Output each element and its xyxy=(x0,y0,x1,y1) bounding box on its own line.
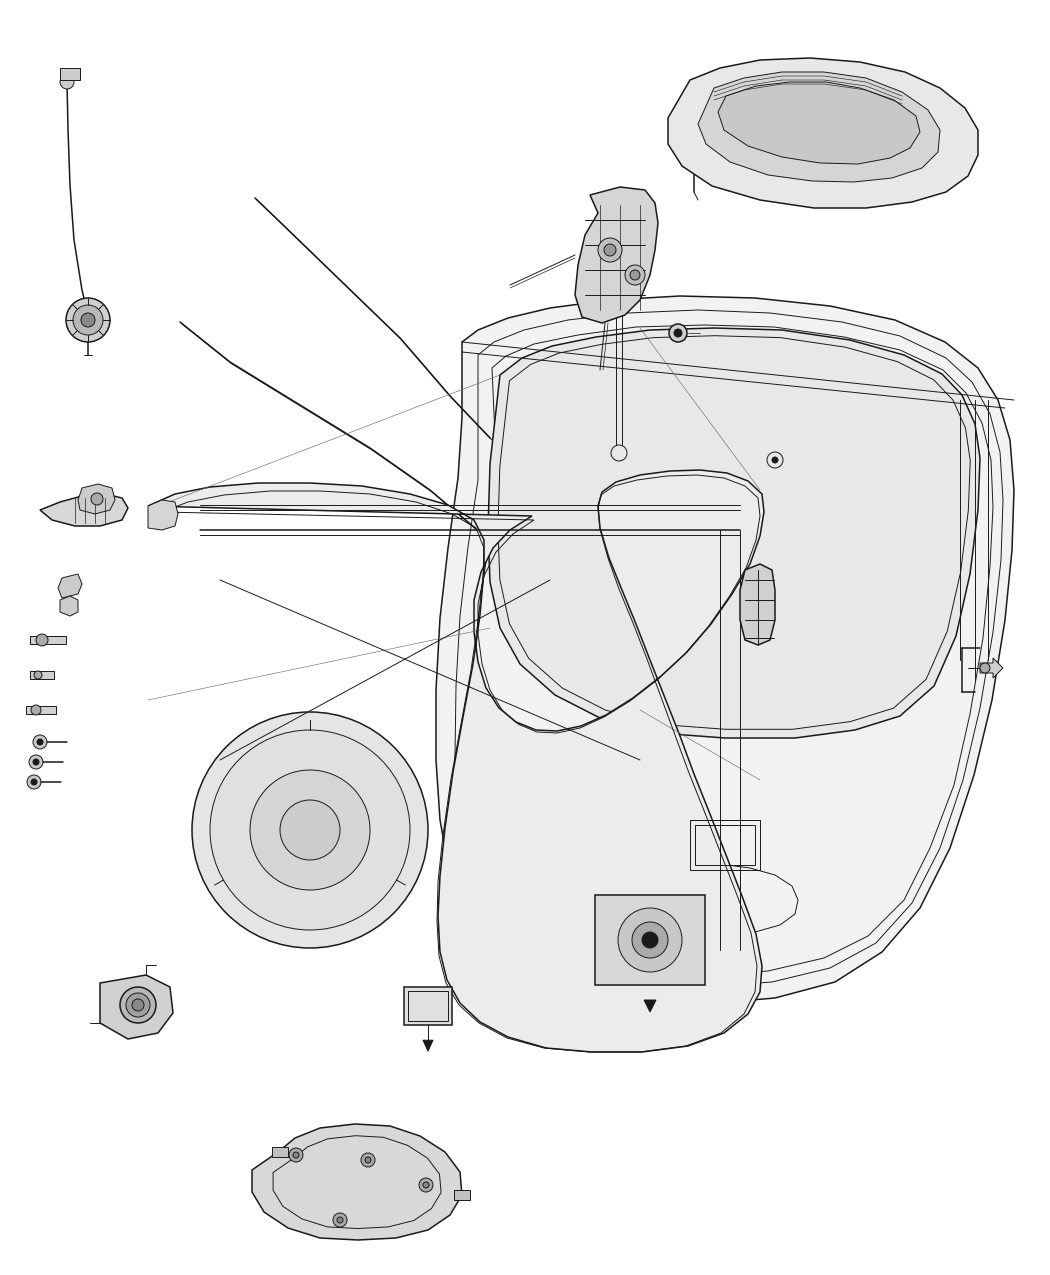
Circle shape xyxy=(642,932,658,949)
Circle shape xyxy=(36,634,48,646)
Circle shape xyxy=(60,75,74,89)
Circle shape xyxy=(365,1156,371,1163)
Polygon shape xyxy=(272,1148,288,1156)
Polygon shape xyxy=(252,1125,462,1241)
Polygon shape xyxy=(100,975,173,1039)
Polygon shape xyxy=(740,564,775,645)
Polygon shape xyxy=(575,187,658,323)
Circle shape xyxy=(361,1153,375,1167)
Circle shape xyxy=(630,270,640,280)
Polygon shape xyxy=(980,658,1003,678)
Circle shape xyxy=(120,987,156,1023)
Circle shape xyxy=(980,663,990,673)
Circle shape xyxy=(91,493,103,505)
Circle shape xyxy=(625,265,645,286)
Polygon shape xyxy=(698,71,940,182)
Circle shape xyxy=(192,711,428,949)
Circle shape xyxy=(669,324,687,342)
Circle shape xyxy=(32,779,37,785)
Circle shape xyxy=(34,671,42,680)
Circle shape xyxy=(289,1148,303,1162)
Circle shape xyxy=(632,922,668,958)
Polygon shape xyxy=(58,574,82,598)
Polygon shape xyxy=(595,895,705,986)
Polygon shape xyxy=(404,987,452,1025)
Circle shape xyxy=(37,740,43,745)
Circle shape xyxy=(598,238,622,261)
Circle shape xyxy=(250,770,370,890)
Polygon shape xyxy=(26,706,56,714)
Polygon shape xyxy=(40,493,128,527)
Circle shape xyxy=(604,244,616,256)
Polygon shape xyxy=(436,296,1014,1003)
Circle shape xyxy=(33,759,39,765)
Polygon shape xyxy=(30,671,54,680)
Polygon shape xyxy=(78,484,116,514)
Circle shape xyxy=(66,298,110,342)
Circle shape xyxy=(33,734,47,748)
Polygon shape xyxy=(644,1000,656,1012)
Polygon shape xyxy=(148,500,178,530)
Circle shape xyxy=(32,705,41,715)
Circle shape xyxy=(618,908,682,972)
Circle shape xyxy=(74,305,103,335)
Polygon shape xyxy=(148,470,764,1052)
Circle shape xyxy=(280,799,340,861)
Polygon shape xyxy=(423,1040,433,1051)
Circle shape xyxy=(293,1153,299,1158)
Circle shape xyxy=(27,775,41,789)
Polygon shape xyxy=(718,82,920,164)
Polygon shape xyxy=(454,1190,470,1200)
Circle shape xyxy=(132,1000,144,1011)
Circle shape xyxy=(419,1178,433,1192)
Circle shape xyxy=(674,329,682,337)
Polygon shape xyxy=(60,595,78,616)
Circle shape xyxy=(126,993,150,1017)
Polygon shape xyxy=(60,68,80,80)
Circle shape xyxy=(772,456,778,463)
Circle shape xyxy=(29,755,43,769)
Polygon shape xyxy=(668,57,978,208)
Polygon shape xyxy=(488,328,980,738)
Circle shape xyxy=(337,1218,343,1223)
Polygon shape xyxy=(30,636,66,644)
Circle shape xyxy=(81,312,94,326)
Circle shape xyxy=(210,731,410,929)
Circle shape xyxy=(423,1182,429,1188)
Circle shape xyxy=(333,1213,347,1227)
